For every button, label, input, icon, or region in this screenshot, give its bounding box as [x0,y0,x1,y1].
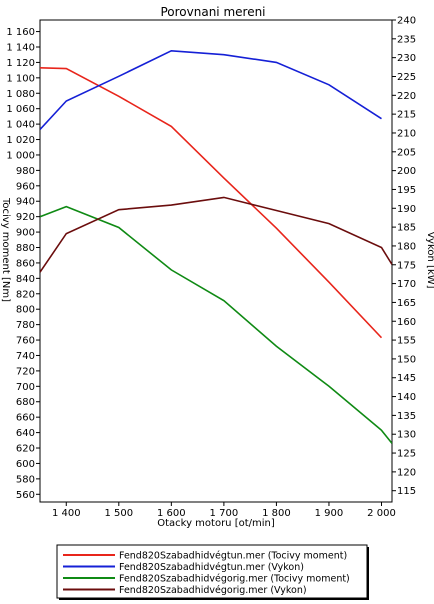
y-right-tick-label: 190 [397,204,416,215]
y-right-tick-label: 230 [397,53,416,64]
y-left-tick-label: 1 120 [6,58,35,69]
y-left-tick-label: 1 080 [6,89,35,100]
plot-area [39,19,393,503]
y-left-tick-label: 800 [16,305,35,316]
series-line-3 [40,205,392,444]
y-right-tick-label: 180 [397,241,416,252]
x-tick-label: 1 800 [262,508,291,519]
y-right-tick-label: 240 [397,16,416,27]
y-left-tick-label: 700 [16,382,35,393]
x-tick-label: 1 700 [210,508,239,519]
y-left-tick-label: 940 [16,197,35,208]
series-line-2 [40,49,382,131]
series-layer [40,49,392,444]
series-line-1 [40,67,383,339]
x-tick-label: 1 500 [104,508,133,519]
x-tick-label: 1 900 [315,508,344,519]
y-left-tick-label: 960 [16,181,35,192]
y-left-tick-label: 780 [16,320,35,331]
y-left-tick-label: 560 [16,490,35,501]
y-right-tick-label: 115 [397,486,416,497]
y-left-tick-label: 1 160 [6,27,35,38]
y-right-tick-label: 225 [397,72,416,83]
y-right-tick-label: 185 [397,223,416,234]
y-axis-right-label: Vykon [kW] [425,231,434,288]
y-left-tick-label: 760 [16,336,35,347]
y-right-tick-label: 150 [397,354,416,365]
y-left-tick-label: 1 020 [6,135,35,146]
legend: Fend820Szabadhidvégtun.mer (Tocivy momen… [56,544,369,600]
plot-frame [39,19,393,503]
y-left-tick-label: 820 [16,289,35,300]
y-right-tick-label: 220 [397,91,416,102]
y-right-tick-label: 210 [397,128,416,139]
y-left-tick-label: 580 [16,474,35,485]
y-left-tick-label: 1 140 [6,42,35,53]
y-left-tick-label: 860 [16,258,35,269]
y-right-tick-label: 215 [397,110,416,121]
y-right-tick-label: 235 [397,34,416,45]
y-right-tick-label: 125 [397,449,416,460]
y-left-tick-label: 920 [16,212,35,223]
y-right-tick-label: 175 [397,260,416,271]
y-right-tick-label: 195 [397,185,416,196]
legend-entry-3: Fend820Szabadhidvégorig.mer (Tocivy mome… [119,574,350,585]
x-tick-label: 1 400 [52,508,81,519]
y-left-tick-label: 880 [16,243,35,254]
series-line-4 [40,196,392,273]
chart-title: Porovnani mereni [160,5,265,19]
y-left-tick-label: 720 [16,366,35,377]
y-left-tick-label: 840 [16,274,35,285]
y-left-tick-label: 1 060 [6,104,35,115]
y-right-tick-label: 140 [397,392,416,403]
y-left-tick-label: 980 [16,166,35,177]
y-left-tick-label: 640 [16,428,35,439]
legend-entry-1: Fend820Szabadhidvégtun.mer (Tocivy momen… [119,551,347,562]
y-left-tick-label: 1 100 [6,73,35,84]
y-axis-left-label: Tocivy moment [Nm] [0,197,11,302]
y-right-tick-label: 120 [397,467,416,478]
y-right-tick-label: 165 [397,298,416,309]
y-left-tick-label: 1 000 [6,150,35,161]
y-right-tick-label: 205 [397,147,416,158]
y-left-tick-label: 900 [16,228,35,239]
x-axis-label: Otacky motoru [ot/min] [157,518,275,529]
y-left-tick-label: 1 040 [6,120,35,131]
y-left-tick-label: 600 [16,459,35,470]
axes-layer: 560 580 600 620 640 660 680 700 720 740 760 780 800 8… [6,16,416,520]
y-left-tick-label: 660 [16,413,35,424]
y-right-tick-label: 160 [397,317,416,328]
y-left-tick-label: 740 [16,351,35,362]
y-right-tick-label: 130 [397,430,416,441]
y-right-tick-label: 145 [397,373,416,384]
y-right-tick-label: 135 [397,411,416,422]
y-left-tick-label: 620 [16,444,35,455]
legend-entry-2: Fend820Szabadhidvégtun.mer (Vykon) [119,562,304,573]
x-tick-label: 2 000 [367,508,396,519]
y-right-tick-label: 170 [397,279,416,290]
y-right-tick-label: 155 [397,336,416,347]
x-tick-label: 1 600 [157,508,186,519]
y-left-tick-label: 680 [16,397,35,408]
legend-entry-4: Fend820Szabadhidvégorig.mer (Vykon) [119,585,307,596]
y-right-tick-label: 200 [397,166,416,177]
